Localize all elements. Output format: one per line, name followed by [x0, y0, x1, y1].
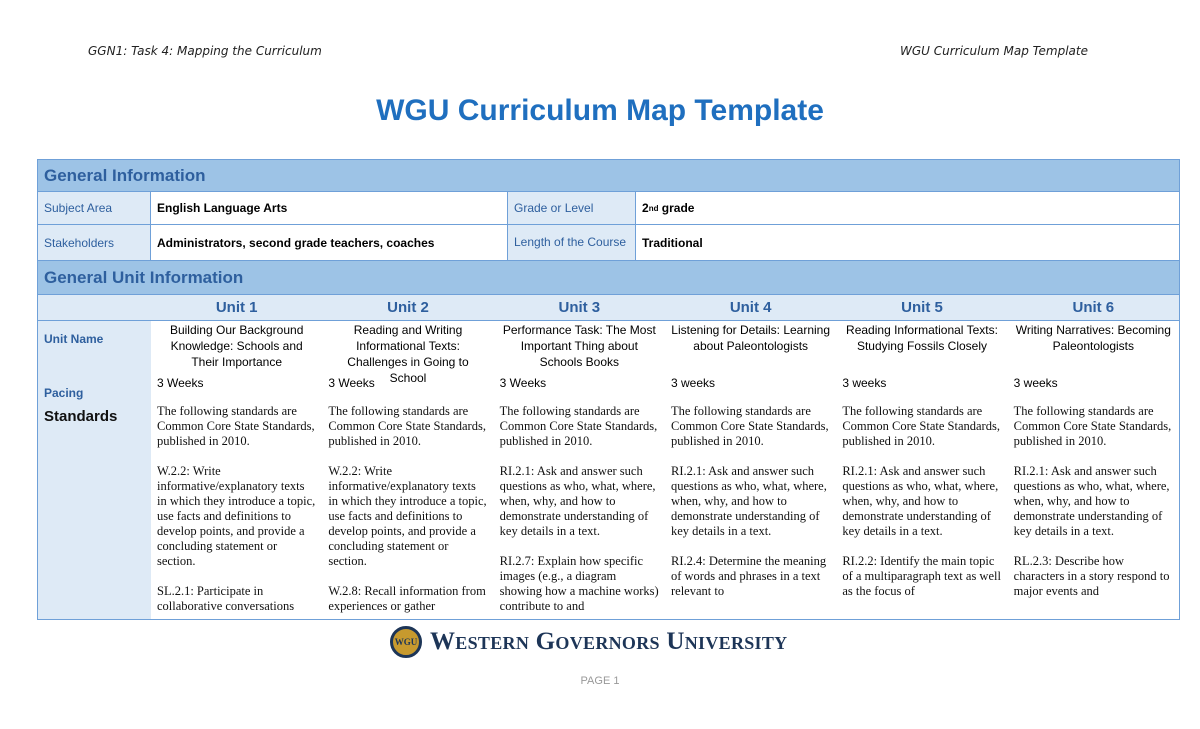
curriculum-table: General Information Subject Area English… — [37, 159, 1180, 620]
grade-suffix: grade — [658, 201, 695, 215]
standard-text: RI.2.1: Ask and answer such questions as… — [499, 464, 656, 538]
unit-pacing: 3 Weeks — [499, 376, 547, 390]
grade-sup: nd — [648, 203, 659, 213]
unit-header: Unit 2 — [322, 295, 494, 321]
standard-text: The following standards are Common Core … — [157, 404, 315, 448]
unit-pacing: 3 Weeks — [157, 376, 204, 390]
unit-standards: The following standards are Common Core … — [494, 403, 665, 619]
header-right: WGU Curriculum Map Template — [899, 44, 1088, 58]
unit-name: Building Our Background Knowledge: Schoo… — [169, 323, 304, 369]
unit-name: Performance Task: The Most Important Thi… — [502, 323, 656, 369]
standard-text: RI.2.4: Determine the meaning of words a… — [670, 554, 827, 598]
standard-text: W.2.2: Write informative/explanatory tex… — [328, 464, 487, 568]
unit-name: Listening for Details: Learning about Pa… — [671, 323, 831, 353]
unit-standards: The following standards are Common Core … — [1008, 403, 1179, 619]
header-left: GGN1: Task 4: Mapping the Curriculum — [88, 44, 322, 58]
unit-name-label: Unit Name — [38, 321, 151, 375]
stakeholders-value: Administrators, second grade teachers, c… — [151, 225, 508, 260]
unit-standards: The following standards are Common Core … — [836, 403, 1007, 619]
length-value: Traditional — [642, 235, 703, 250]
standard-text: RI.2.1: Ask and answer such questions as… — [1013, 464, 1170, 538]
unit-pacing: 3 Weeks — [328, 376, 375, 390]
standard-text: The following standards are Common Core … — [670, 404, 829, 448]
unit-pacing: 3 weeks — [670, 376, 716, 390]
unit-name: Writing Narratives: Becoming Paleontolog… — [1015, 323, 1171, 353]
unit-standards: The following standards are Common Core … — [151, 403, 322, 619]
unit-header: Unit 1 — [151, 295, 323, 321]
standard-text: W.2.8: Recall information from experienc… — [328, 584, 486, 613]
unit-standards: The following standards are Common Core … — [322, 403, 493, 619]
unit-info-heading: General Unit Information — [38, 261, 1179, 295]
unit-name: Reading Informational Texts: Studying Fo… — [846, 323, 998, 353]
standard-text: The following standards are Common Core … — [842, 404, 1000, 448]
standard-text: The following standards are Common Core … — [328, 404, 486, 448]
standard-text: RI.2.1: Ask and answer such questions as… — [842, 464, 999, 538]
standard-text: RL.2.3: Describe how characters in a sto… — [1013, 554, 1170, 598]
unit-header: Unit 6 — [1007, 295, 1179, 321]
unit-header-blank — [38, 295, 151, 321]
standard-text: The following standards are Common Core … — [499, 404, 658, 448]
unit-header: Unit 3 — [493, 295, 665, 321]
unit-standards: The following standards are Common Core … — [665, 403, 836, 619]
general-info-heading: General Information — [38, 160, 1179, 192]
standard-text: SL.2.1: Participate in collaborative con… — [157, 584, 295, 613]
standard-text: RI.2.1: Ask and answer such questions as… — [670, 464, 827, 538]
grade-number: 2 — [642, 201, 649, 215]
standard-text: RI.2.2: Identify the main topic of a mul… — [842, 554, 1001, 598]
subject-value: English Language Arts — [151, 192, 508, 224]
unit-grid: Unit 1 Unit 2 Unit 3 Unit 4 Unit 5 Unit 6 Unit… — [38, 295, 1179, 619]
stakeholders-label: Stakeholders — [38, 225, 151, 260]
page-title: WGU Curriculum Map Template — [376, 94, 824, 127]
unit-header: Unit 5 — [836, 295, 1008, 321]
standard-text: RI.2.7: Explain how specific images (e.g… — [499, 554, 659, 613]
unit-header: Unit 4 — [664, 295, 837, 321]
standard-text: W.2.2: Write informative/explanatory tex… — [157, 464, 316, 568]
unit-name: Reading and Writing Informational Texts:… — [347, 323, 469, 385]
grade-label: Grade or Level — [508, 192, 636, 224]
standards-label: Standards — [38, 403, 151, 619]
standard-text: The following standards are Common Core … — [1013, 404, 1172, 448]
page-number: PAGE 1 — [580, 675, 620, 687]
unit-pacing: 3 weeks — [1013, 376, 1058, 390]
subject-label: Subject Area — [38, 192, 151, 224]
wgu-logo: WGU Western Governors University — [390, 626, 787, 658]
pacing-label: Pacing — [38, 375, 151, 403]
wgu-seal-icon: WGU — [390, 626, 422, 658]
logo-text: Western Governors University — [430, 628, 788, 655]
length-label: Length of the Course — [508, 225, 636, 260]
unit-pacing: 3 weeks — [842, 376, 887, 390]
